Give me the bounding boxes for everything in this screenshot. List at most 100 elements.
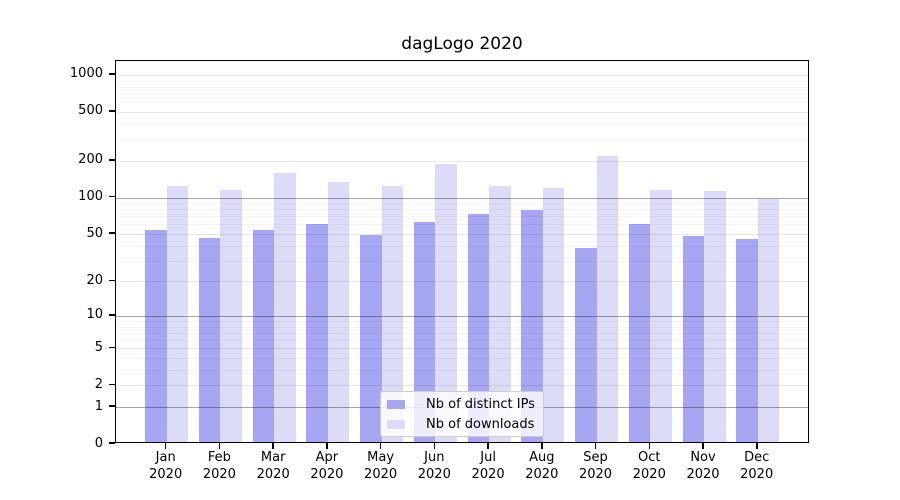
bar-distinct-ips [628,224,651,442]
y-gridline-minor [116,224,808,226]
y-gridline-minor [116,260,808,262]
y-tick-label: 200 [78,152,103,168]
bar-downloads [542,188,565,442]
y-tick-mark [109,405,115,407]
bar-downloads [704,190,726,442]
legend-swatch-downloads [387,419,405,429]
x-tick-mark [702,443,704,449]
y-gridline-minor [116,86,808,88]
bar-distinct-ips [252,229,275,442]
x-tick-mark [218,443,221,449]
legend-label-distinct-ips: Nb of distinct IPs [426,396,535,412]
y-gridline [116,74,808,76]
y-gridline-minor [116,332,808,334]
bar-downloads [381,185,404,442]
y-gridline [116,160,808,162]
y-gridline-minor [116,102,808,104]
bar-downloads [166,186,189,442]
y-tick-mark [109,159,115,161]
bar-downloads [327,182,350,442]
y-tick-mark [109,73,115,75]
bar-downloads [757,198,780,442]
y-gridline-minor [116,123,808,125]
y-gridline-minor [116,245,808,247]
x-tick-mark [164,443,167,449]
y-gridline-minor [116,340,808,342]
y-tick-mark [109,383,115,386]
x-tick-label: Nov 2020 [686,450,720,482]
y-gridline [116,281,808,283]
bar-distinct-ips [360,235,382,442]
x-tick-label: Jul 2020 [471,450,505,482]
x-tick-label: Jun 2020 [417,450,451,482]
y-tick-label: 1 [94,398,103,414]
y-gridline-minor [116,94,808,95]
y-tick-mark [109,314,115,316]
x-tick-mark [487,443,489,449]
y-tick-label: 5 [94,339,103,355]
legend-swatch-distinct-ips [387,399,405,409]
x-tick-label: Aug 2020 [525,450,559,482]
bar-distinct-ips [467,213,490,442]
y-gridline-minor [116,369,808,371]
bar-distinct-ips [682,236,704,442]
bar-downloads [220,189,242,442]
bar-distinct-ips [575,247,597,442]
y-gridline-minor [116,203,808,204]
y-gridline [116,197,808,199]
y-gridline-minor [116,209,808,211]
plot-area [115,60,809,443]
y-tick-label: 100 [78,189,103,204]
bar-distinct-ips [521,210,543,442]
x-tick-mark [541,443,543,449]
y-gridline-minor [116,139,808,141]
y-tick-label: 0 [94,435,103,451]
bar-downloads [596,156,618,442]
y-gridline [116,348,808,350]
y-gridline-minor [116,216,808,218]
x-tick-mark [433,443,436,449]
y-gridline [116,234,808,235]
bar-distinct-ips [736,238,758,442]
y-tick-mark [109,279,115,282]
x-tick-label: Feb 2020 [202,450,236,482]
bar-downloads [274,173,296,442]
x-tick-mark [272,443,274,449]
y-tick-label: 500 [78,103,103,119]
x-tick-label: Sep 2020 [578,450,613,482]
legend: Nb of distinct IPs Nb of downloads [380,391,544,437]
x-tick-mark [594,443,597,449]
y-tick-mark [109,110,115,112]
bar-downloads [435,163,457,442]
y-gridline [116,315,808,317]
bar-downloads [650,190,672,442]
y-gridline-minor [116,321,808,322]
y-gridline-minor [116,358,808,359]
x-tick-label: Mar 2020 [256,450,290,482]
y-gridline-minor [116,326,808,328]
x-tick-mark [326,443,328,449]
chart-title: dagLogo 2020 [401,34,523,54]
y-tick-label: 1000 [69,66,103,82]
y-tick-mark [109,232,115,234]
x-tick-label: May 2020 [364,450,398,482]
y-tick-label: 50 [86,225,103,241]
bar-distinct-ips [145,229,167,442]
y-tick-mark [109,442,115,444]
bar-distinct-ips [413,221,436,442]
legend-item-downloads: Nb of downloads [387,416,543,432]
bar-distinct-ips [198,237,221,442]
legend-item-distinct-ips: Nb of distinct IPs [387,396,543,412]
x-tick-label: Jan 2020 [149,450,183,482]
y-tick-label: 20 [86,272,103,288]
legend-label-downloads: Nb of downloads [426,416,535,432]
bar-downloads [489,185,511,442]
x-tick-mark [648,443,650,449]
y-tick-label: 2 [94,376,103,392]
x-tick-mark [379,443,382,449]
y-tick-mark [109,195,115,198]
y-tick-mark [109,346,115,348]
x-tick-label: Oct 2020 [632,450,666,482]
y-gridline [116,385,808,387]
